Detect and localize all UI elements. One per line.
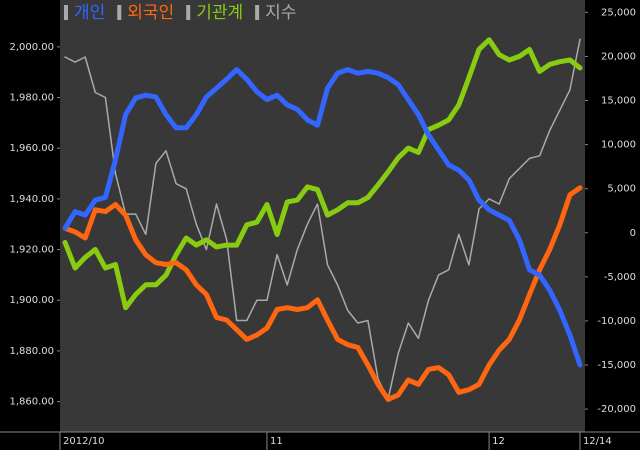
legend-marker — [255, 5, 260, 20]
y2-tick-label: 5,000 — [607, 184, 636, 195]
y2-tick-label: 20,000 — [601, 51, 636, 62]
series-line — [64, 38, 581, 400]
legend-marker — [186, 5, 191, 20]
y-tick-label: 1,900.00 — [9, 295, 54, 306]
x-tick-label: 12 — [492, 436, 505, 447]
legend-marker — [117, 5, 122, 20]
series-line — [62, 37, 583, 311]
y-tick-label: 1,960.00 — [9, 143, 54, 154]
y-tick-label: 1,920.00 — [9, 245, 54, 256]
y2-tick-label: -20,000 — [597, 404, 636, 415]
y-tick-label: 1,980.00 — [9, 93, 54, 104]
y2-tick-label: 15,000 — [601, 96, 636, 107]
legend-label: 지수 — [265, 3, 296, 23]
y2-tick-label: -10,000 — [597, 316, 636, 327]
y-tick-label: 1,880.00 — [9, 346, 54, 357]
series-line — [62, 185, 583, 402]
y2-tick-label: -5,000 — [604, 272, 636, 283]
x-tick-label: 11 — [270, 436, 283, 447]
y-tick-label: 2,000.00 — [9, 42, 54, 53]
y2-tick-label: -15,000 — [597, 360, 636, 371]
y2-tick-label: 0 — [630, 228, 636, 239]
series-line — [62, 67, 583, 368]
y-tick-label: 1,860.00 — [9, 397, 54, 408]
y2-tick-label: 10,000 — [601, 140, 636, 151]
legend-label: 외국인 — [127, 3, 174, 23]
legend-label: 개인 — [74, 3, 105, 23]
x-tick-label: 2012/10 — [63, 436, 105, 447]
y-tick-label: 1,940.00 — [9, 194, 54, 205]
legend-label: 기관계 — [196, 3, 243, 23]
legend-marker — [64, 5, 68, 20]
y2-tick-label: 25,000 — [601, 7, 636, 18]
x-tick-label: 12/14 — [583, 436, 612, 447]
